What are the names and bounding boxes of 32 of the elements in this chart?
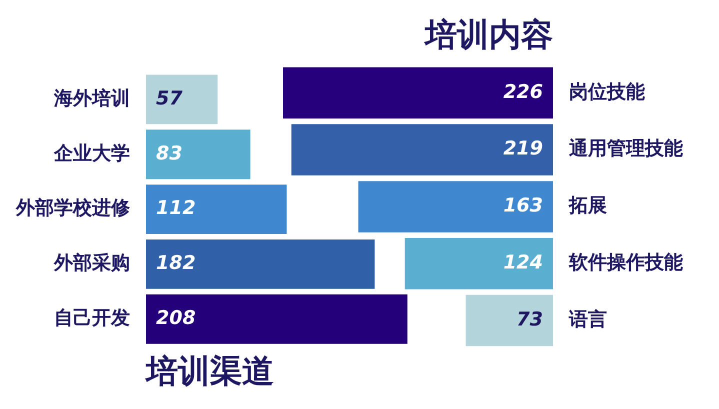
- data-label: 57: [156, 87, 184, 110]
- bar: [146, 294, 408, 344]
- bar: [146, 130, 250, 180]
- bar: [404, 238, 553, 290]
- data-label: 208: [156, 307, 196, 330]
- data-label: 112: [156, 197, 196, 220]
- chart-title: 培训内容: [423, 16, 553, 54]
- data-label: 219: [503, 138, 543, 160]
- y-tick-label: 企业大学: [53, 142, 130, 164]
- y-tick-label: 外部采购: [53, 252, 130, 274]
- bar: [146, 240, 375, 289]
- data-label: 73: [516, 308, 543, 330]
- data-label: 226: [503, 80, 543, 103]
- bar: [466, 294, 553, 346]
- data-label: 83: [156, 142, 182, 164]
- y-tick-label: 语言: [568, 308, 607, 330]
- bar: [283, 67, 553, 118]
- data-label: 163: [503, 194, 543, 217]
- data-label: 182: [156, 252, 196, 274]
- bar: [146, 74, 218, 124]
- y-tick-label: 外部学校进修: [15, 197, 131, 220]
- data-label: 124: [503, 252, 543, 274]
- text: 培训渠道: [144, 352, 274, 390]
- y-tick-label: 软件操作技能: [568, 252, 683, 274]
- y-tick-label: 自己开发: [54, 307, 130, 330]
- bar: [146, 184, 287, 234]
- bar: [358, 181, 553, 232]
- bar: [291, 124, 553, 176]
- y-tick-label: 海外培训: [53, 87, 130, 110]
- y-tick-label: 拓展: [568, 194, 607, 217]
- y-tick-label: 通用管理技能: [568, 138, 683, 160]
- y-tick-label: 岗位技能: [569, 80, 645, 103]
